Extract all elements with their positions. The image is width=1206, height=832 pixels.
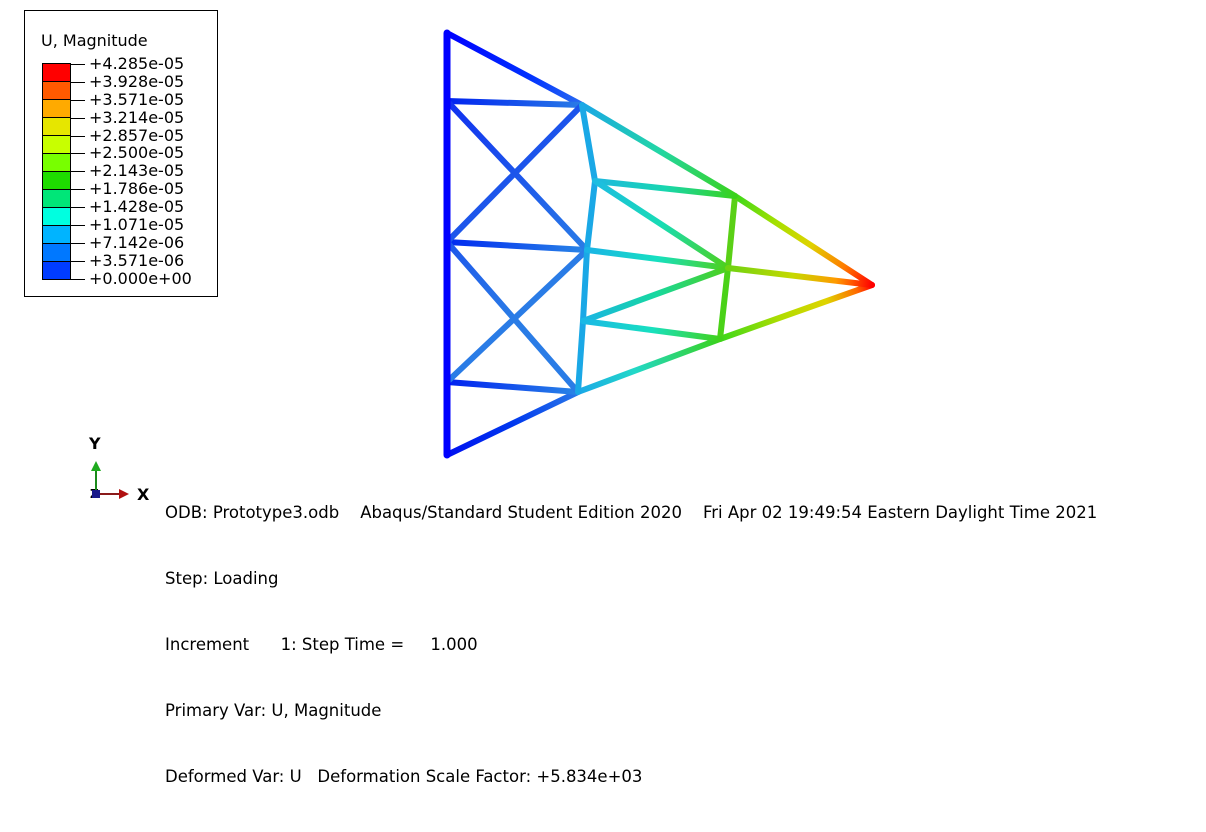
legend-labels: +4.285e-05 +3.928e-05 +3.571e-05 +3.214e… — [71, 55, 192, 288]
timestamp-text: Fri Apr 02 19:49:54 Eastern Daylight Tim… — [702, 503, 1098, 522]
legend-swatch — [42, 189, 71, 207]
truss-member — [575, 336, 723, 395]
legend-label: +3.571e-05 — [71, 90, 192, 109]
legend-label: +7.142e-06 — [71, 234, 192, 252]
truss-member — [444, 102, 585, 245]
legend-swatch — [42, 261, 71, 280]
legend-label: +1.071e-05 — [71, 216, 192, 234]
legend-swatch — [42, 153, 71, 171]
legend-label: +2.500e-05 — [71, 144, 192, 162]
truss-member — [444, 98, 585, 108]
triad-x-label: X — [137, 485, 150, 504]
truss-member — [717, 265, 731, 342]
legend-color-bar — [42, 63, 71, 280]
triad-axes-icon — [91, 461, 129, 499]
legend-label: +1.786e-05 — [71, 180, 192, 198]
legend-label: +3.214e-05 — [71, 108, 192, 127]
truss-member — [592, 178, 738, 199]
legend-swatch — [42, 81, 71, 99]
truss-member — [580, 265, 731, 324]
viewport-info-text: ODB: Prototype3.odb Abaqus/Standard Stud… — [165, 458, 1097, 832]
legend-label: +3.571e-06 — [71, 251, 192, 270]
truss-member — [584, 247, 731, 271]
info-line-primary-var: Primary Var: U, Magnitude — [165, 701, 382, 720]
legend-swatch — [42, 135, 71, 153]
truss-member — [732, 193, 875, 288]
truss-member — [444, 239, 590, 253]
truss-member — [717, 282, 875, 342]
legend-swatch — [42, 243, 71, 261]
legend-swatch — [42, 117, 71, 135]
legend-label: +2.143e-05 — [71, 162, 192, 180]
truss-model[interactable] — [0, 0, 1206, 546]
viewport[interactable]: U, Magnitude +4.285e-05 +3.928e-05 +3.57… — [0, 0, 1206, 786]
truss-member — [444, 379, 581, 395]
truss-member — [725, 193, 738, 271]
legend-label: +0.000e+00 — [71, 269, 192, 288]
truss-member — [444, 98, 590, 253]
contour-legend: U, Magnitude +4.285e-05 +3.928e-05 +3.57… — [24, 10, 218, 297]
edition-text: Abaqus/Standard Student Edition 2020 — [360, 503, 682, 522]
legend-label: +4.285e-05 — [71, 55, 192, 73]
legend-swatch — [42, 207, 71, 225]
legend-title: U, Magnitude — [41, 31, 148, 50]
legend-swatch — [42, 99, 71, 117]
triad-y-label: Y — [89, 434, 101, 453]
truss-member — [579, 102, 738, 199]
info-line-deformed-var: Deformed Var: U Deformation Scale Factor… — [165, 767, 643, 786]
truss-member — [444, 247, 590, 385]
truss-member — [725, 265, 875, 288]
truss-member — [580, 318, 723, 342]
info-line-step: Step: Loading — [165, 569, 279, 588]
legend-swatch — [42, 225, 71, 243]
info-line-odb: ODB: Prototype3.odb Abaqus/Standard Stud… — [165, 502, 1097, 524]
info-line-increment: Increment 1: Step Time = 1.000 — [165, 635, 478, 654]
odb-name: ODB: Prototype3.odb — [165, 503, 340, 522]
legend-label: +1.428e-05 — [71, 198, 192, 216]
truss-member — [444, 389, 581, 458]
truss-member — [592, 178, 731, 271]
legend-label: +3.928e-05 — [71, 72, 192, 91]
legend-swatch — [42, 171, 71, 189]
legend-label: +2.857e-05 — [71, 126, 192, 145]
legend-swatch — [42, 63, 71, 81]
truss-member — [444, 30, 585, 108]
view-triad: Y X Z — [80, 436, 160, 506]
